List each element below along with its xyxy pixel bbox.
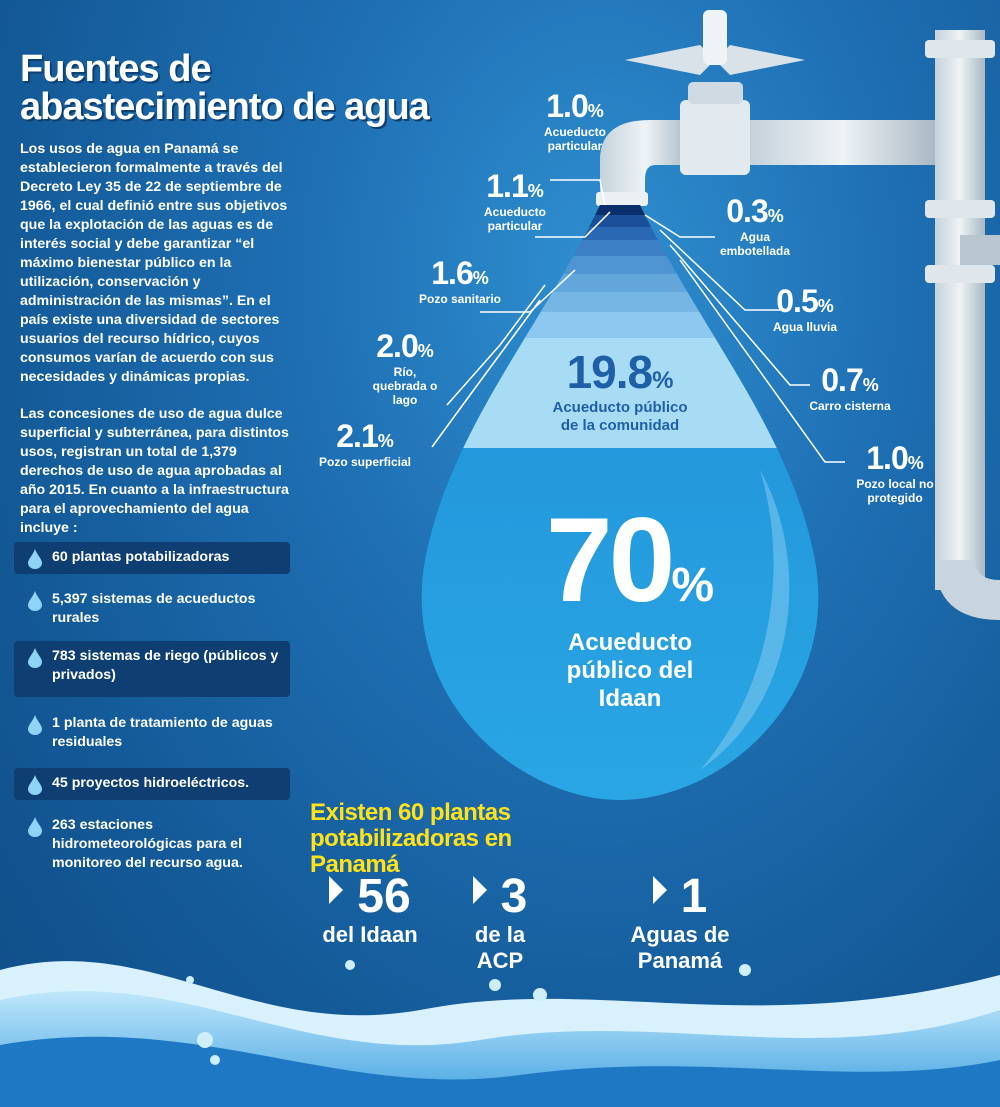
source-label: 2.1% Pozo superficial <box>315 418 415 469</box>
list-item-text: 60 plantas potabilizadoras <box>52 549 230 565</box>
percent-sign: % <box>587 101 604 121</box>
source-value: 0.3 <box>726 193 768 229</box>
stat-caption: de la ACP <box>474 922 526 973</box>
percent-sign: % <box>767 206 784 226</box>
list-item-text: 263 estaciones hidrometeorológicas para … <box>52 817 243 871</box>
stat-number: 1 <box>680 870 708 923</box>
source-value: 19.8 <box>566 346 654 398</box>
page-title: Fuentes de abastecimiento de agua <box>20 48 430 128</box>
pipe-icon <box>925 30 1000 620</box>
list-item: 263 estaciones hidrometeorológicas para … <box>14 810 264 880</box>
source-name: Acueducto público de la comunidad <box>552 399 688 434</box>
percent-sign: % <box>472 268 489 288</box>
leader-lines <box>431 179 845 463</box>
stat-caption: del Idaan <box>322 922 418 947</box>
stat-caption: Aguas de Panamá <box>630 922 730 973</box>
list-item-text: 783 sistemas de riego (públicos y privad… <box>52 648 279 683</box>
source-label: 0.5% Agua lluvia <box>760 283 850 334</box>
source-label: 1.1% Acueducto particular <box>470 168 560 233</box>
source-value: 70 <box>545 493 675 627</box>
faucet-icon <box>596 10 935 206</box>
percent-sign: % <box>671 559 715 612</box>
list-item-text: 45 proyectos hidroeléctricos. <box>52 775 250 791</box>
percent-sign: % <box>652 367 674 394</box>
intro-paragraph: Los usos de agua en Panamá se establecie… <box>20 141 288 385</box>
list-item-text: 1 planta de tratamiento de aguas residua… <box>52 715 273 750</box>
source-name: Carro cisterna <box>809 399 891 413</box>
source-label: 1.0% Pozo local no protegido <box>845 440 945 505</box>
stat-item: 56 del Idaan <box>315 872 425 948</box>
source-label: 1.0% Acueducto particular <box>520 88 630 153</box>
source-label: 19.8% Acueducto público de la comunidad <box>540 345 700 435</box>
percent-sign: % <box>817 296 834 316</box>
source-label: 0.3% Agua embotellada <box>710 193 800 258</box>
concessions-paragraph: Las concesiones de uso de agua dulce sup… <box>20 406 289 536</box>
water-drop-icon <box>28 591 42 611</box>
arrow-right-icon <box>652 876 667 904</box>
percent-sign: % <box>862 375 879 395</box>
arrow-right-icon <box>329 876 344 904</box>
wave-art <box>0 960 1000 1107</box>
water-drop-icon <box>28 715 42 735</box>
percent-sign: % <box>527 181 544 201</box>
stat-number: 3 <box>500 870 528 923</box>
percent-sign: % <box>377 431 394 451</box>
source-value: 2.0 <box>376 328 418 364</box>
source-name: Río, quebrada o lago <box>372 365 438 407</box>
source-value: 1.0 <box>866 440 908 476</box>
water-drop-icon <box>28 775 42 795</box>
stat-item: 3 de la ACP <box>450 872 550 974</box>
source-value: 0.7 <box>821 362 863 398</box>
source-value: 1.1 <box>486 168 528 204</box>
list-item: 45 proyectos hidroeléctricos. <box>14 768 290 800</box>
source-value: 1.6 <box>431 255 473 291</box>
source-name: Agua embotellada <box>719 230 791 258</box>
source-value: 2.1 <box>336 418 378 454</box>
list-item: 5,397 sistemas de acueductos rurales <box>14 584 290 634</box>
source-name: Agua lluvia <box>772 320 837 334</box>
percent-sign: % <box>907 453 924 473</box>
arrow-right-icon <box>472 876 487 904</box>
water-drop-icon <box>28 549 42 569</box>
list-item: 1 planta de tratamiento de aguas residua… <box>14 708 290 758</box>
list-item: 783 sistemas de riego (públicos y privad… <box>14 641 290 697</box>
stat-item: 1 Aguas de Panamá <box>590 872 770 974</box>
source-label: 0.7% Carro cisterna <box>805 362 895 413</box>
source-name: Acueducto público del Idaan <box>566 629 694 712</box>
source-name: Acueducto particular <box>483 205 546 233</box>
source-label: 1.6% Pozo sanitario <box>410 255 510 306</box>
source-value: 1.0 <box>546 88 588 124</box>
list-item-text: 5,397 sistemas de acueductos rurales <box>52 591 256 626</box>
percent-sign: % <box>417 341 434 361</box>
source-value: 0.5 <box>776 283 818 319</box>
source-name: Pozo sanitario <box>418 292 501 306</box>
source-label: 70% Acueducto público del Idaan <box>520 495 740 713</box>
source-name: Pozo local no protegido <box>856 477 934 505</box>
stat-number: 56 <box>357 870 411 923</box>
source-label: 2.0% Río, quebrada o lago <box>355 328 455 407</box>
source-name: Pozo superficial <box>318 455 412 469</box>
water-drop-icon <box>28 648 42 668</box>
water-drop-icon <box>28 817 42 837</box>
source-name: Acueducto particular <box>543 125 606 153</box>
list-item: 60 plantas potabilizadoras <box>14 542 290 574</box>
summary-title: Existen 60 plantas potabilizadoras en Pa… <box>310 799 512 878</box>
